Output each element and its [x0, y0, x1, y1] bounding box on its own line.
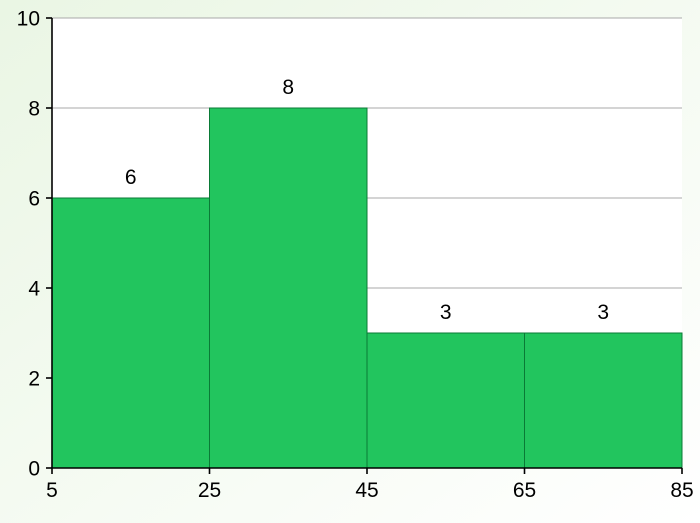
x-tick-label: 45 — [355, 479, 378, 502]
bar-value-label: 8 — [282, 76, 294, 99]
x-tick-label: 5 — [46, 479, 58, 502]
bar-value-label: 3 — [440, 301, 452, 324]
histogram-bar — [210, 108, 368, 468]
histogram-bar — [52, 198, 210, 468]
chart-svg: 6 8 3 3 5 25 45 65 85 0 2 4 6 8 10 — [0, 0, 700, 523]
x-tick-label: 25 — [198, 479, 221, 502]
y-tick-label: 6 — [28, 187, 40, 210]
x-tick-label: 65 — [513, 479, 536, 502]
histogram-chart: 6 8 3 3 5 25 45 65 85 0 2 4 6 8 10 — [0, 0, 700, 523]
histogram-bar — [367, 333, 525, 468]
y-tick-label: 4 — [28, 277, 40, 300]
y-tick-label: 10 — [17, 7, 40, 30]
y-tick-label: 0 — [28, 457, 40, 480]
bar-value-label: 3 — [597, 301, 609, 324]
histogram-bar — [525, 333, 683, 468]
y-tick-label: 2 — [28, 367, 40, 390]
x-tick-label: 85 — [670, 479, 693, 502]
bar-value-label: 6 — [125, 166, 137, 189]
y-tick-label: 8 — [28, 97, 40, 120]
